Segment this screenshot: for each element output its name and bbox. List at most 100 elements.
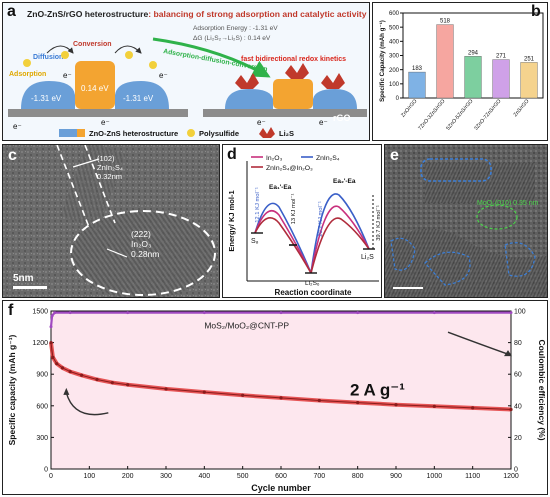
y-tick-label: 300 <box>389 54 400 60</box>
ce-point <box>202 311 206 315</box>
left-zno-dome <box>21 81 75 109</box>
material-bottom: In₂O₃ <box>131 239 151 249</box>
x-tick-label: 1100 <box>465 473 480 480</box>
x-tick-label: ZnS/rGO <box>513 98 531 118</box>
electron-label: e⁻ <box>257 118 266 127</box>
x-tick-label: 100 <box>83 473 95 480</box>
capacity-point <box>317 398 321 403</box>
capacity-point <box>202 390 206 394</box>
y-tick-label-left: 1200 <box>32 340 48 347</box>
x-tick-label: 800 <box>352 473 364 480</box>
capacity-point <box>110 381 114 385</box>
rate-label: 2 A g⁻¹ <box>350 380 405 399</box>
mos2-region-outline <box>420 158 492 182</box>
bar-value-label: 294 <box>468 50 479 56</box>
y-tick-label-left: 300 <box>36 435 48 442</box>
arrow-head <box>63 387 70 395</box>
li2s-cluster-icon <box>321 73 345 89</box>
energy-profile-svg: Energy/ KJ mol-1 Reaction coordinate In₂… <box>227 155 382 297</box>
conversion-arrow <box>114 45 142 54</box>
state-li2s: Li₂S <box>361 254 374 261</box>
x-tick-label: 900 <box>390 473 402 480</box>
electron-label: e⁻ <box>101 118 110 127</box>
state-li2s6: Li₂S₆ <box>305 280 320 287</box>
panel-c-tem-image: (102) ZnIn₂S₄ 0.32nm (222) In₂O₃ 0.28nm … <box>2 144 220 298</box>
tem-svg-e: MoO₂(010) 0.35 nm <box>385 145 547 297</box>
legend-znin2s4: ZnIn₂S₄ <box>316 155 340 162</box>
capacity-point <box>164 387 168 391</box>
y-tick-label: 400 <box>389 40 400 46</box>
lattice-annotation: MoO₂(010) 0.35 nm <box>477 200 539 207</box>
y-tick-label: 500 <box>389 25 400 31</box>
x-tick-label: 1200 <box>503 473 519 480</box>
ce-series-line <box>49 311 511 327</box>
cycling-line-chart: 0 100 200 300 400 500 600 700 800 900 1000 1100 1200… <box>7 309 547 494</box>
layer-outline <box>424 251 471 286</box>
x-axis-label: Cycle number <box>251 483 311 493</box>
y-tick-label-left: 1500 <box>32 309 48 316</box>
x-tick-label: 200 <box>122 473 134 480</box>
bar-value-label: 251 <box>524 56 535 62</box>
value-39-7: 39.7 KJ mol⁻¹ <box>376 205 382 241</box>
x-tick-label: ZnO/rGO <box>400 98 418 118</box>
capacity-point <box>509 407 513 412</box>
boundary-line <box>84 145 116 224</box>
capacity-point <box>95 377 99 382</box>
capacity-point <box>471 406 475 410</box>
panel-label-a: a <box>7 3 16 20</box>
right-zns-block <box>273 79 313 109</box>
layer-outline <box>504 242 536 277</box>
y-axis-label: Specific Capacity (mAh g⁻¹) <box>379 20 386 102</box>
legend-zns-swatch <box>77 129 85 137</box>
ea-left: Ea₁'-Ea <box>269 184 292 191</box>
y-tick-label-right: 40 <box>514 403 522 410</box>
adsorption-text: Adsorption <box>9 71 46 78</box>
ce-point <box>432 311 436 315</box>
x-tick-label: 3ZnO-7ZnS/rGO <box>473 98 502 131</box>
state-s8: S₈ <box>251 238 259 245</box>
capacity-point <box>356 401 360 405</box>
panel-b-bar-chart: Specific Capacity (mAh g⁻¹) 0 100 200 300 40… <box>372 2 548 141</box>
lattice-top: (102) <box>97 154 115 163</box>
bar <box>464 56 482 99</box>
curve-composite-right <box>310 217 370 274</box>
right-rgo-base <box>203 109 367 117</box>
ce-point <box>50 314 54 318</box>
capacity-point <box>279 396 283 400</box>
panel-label-b: b <box>531 3 541 20</box>
diffusion-arrow <box>46 45 74 54</box>
conversion-text: Conversion <box>73 41 112 48</box>
panel-a-schematic: ZnO-ZnS/rGO heterostructure: balancing o… <box>2 2 370 141</box>
legend-composite: ZnIn₂S₄@In₂O₃ <box>266 165 313 172</box>
capacity-point <box>55 362 59 366</box>
polysulfide-icon <box>23 59 31 67</box>
value-20-2: 20.2 KJ mol⁻¹ <box>318 201 324 237</box>
spacing-bottom: 0.28nm <box>131 249 159 259</box>
diffusion-text: Diffusion <box>33 54 63 61</box>
boundary-line <box>56 145 90 228</box>
capacity-axis-arrow <box>65 392 109 416</box>
bar <box>436 24 454 99</box>
spacing-marker <box>72 158 100 168</box>
rgo-label: rGO <box>333 113 351 123</box>
y-tick-label-left: 600 <box>36 403 48 410</box>
in2o3-region-outline <box>70 210 216 296</box>
legend-hetero: ZnO-ZnS heterostructure <box>89 129 178 138</box>
bar <box>520 62 538 99</box>
capacity-point <box>51 355 55 359</box>
y-tick-label: 0 <box>396 96 400 102</box>
x-tick-label: 7ZnO-3ZnS/rGO <box>417 98 446 131</box>
y-tick-label: 200 <box>389 68 400 74</box>
spacing-top: 0.32nm <box>97 172 122 181</box>
panel-label-c: c <box>8 147 17 164</box>
energy-right: -1.31 eV <box>123 94 154 103</box>
capacity-point <box>68 369 72 374</box>
material-top: ZnIn₂S₄ <box>97 163 123 172</box>
polysulfide-icon <box>125 51 133 59</box>
polysulfide-icon <box>61 51 69 59</box>
panel-label-d: d <box>227 146 237 163</box>
li2s-cluster-icon <box>235 73 259 89</box>
polysulfide-icon <box>149 61 157 69</box>
ea-right: Ea₂'-Ea <box>333 178 356 185</box>
right-zno-dome-2 <box>313 89 357 109</box>
